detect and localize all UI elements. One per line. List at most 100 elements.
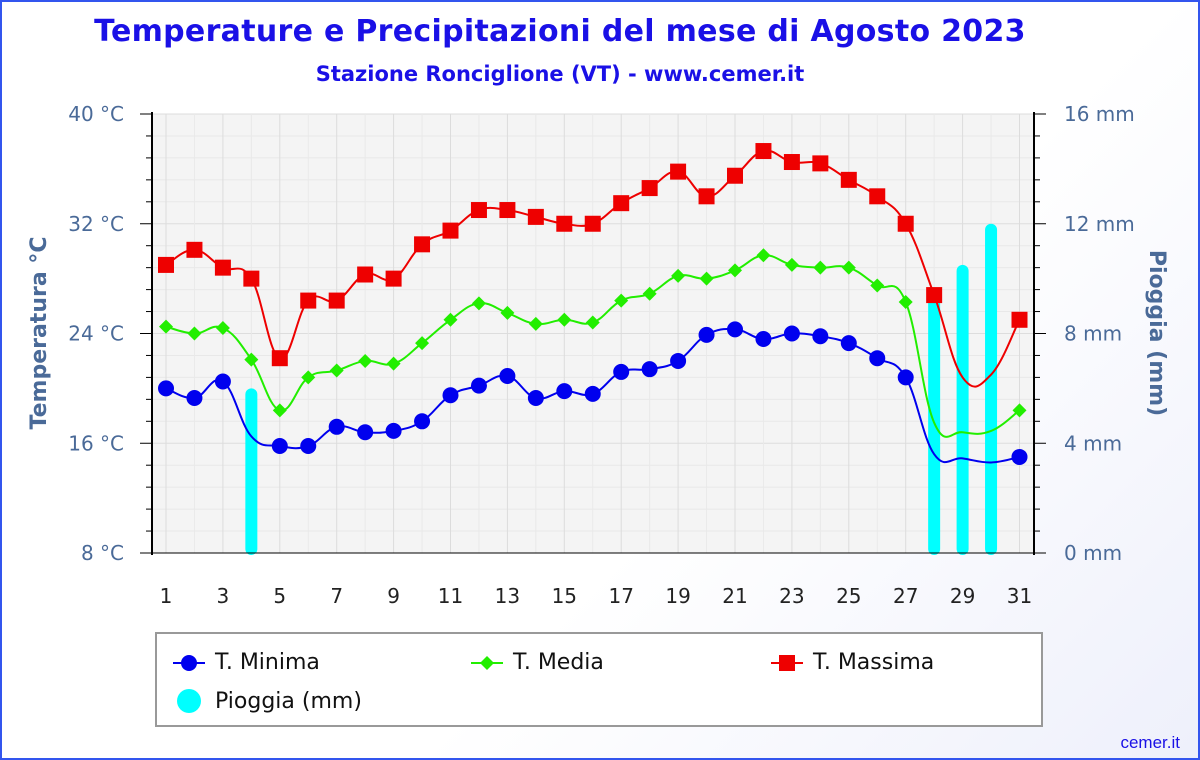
- tmin-point: [527, 389, 544, 406]
- y-tick-label: 16 °C: [68, 431, 124, 455]
- tmedia-point: [272, 403, 287, 418]
- tmin-point: [840, 335, 857, 352]
- tmedia-point: [443, 312, 458, 327]
- x-tick-label: 9: [387, 584, 400, 608]
- tmin-point: [300, 437, 317, 454]
- tmax-point: [414, 236, 431, 253]
- legend-rain-dot-icon: [177, 689, 201, 713]
- y2-tick-label: 12 mm: [1064, 212, 1135, 236]
- tmedia-point: [841, 260, 856, 275]
- tmax-point: [499, 202, 516, 219]
- tmedia-point: [870, 278, 885, 293]
- chart-title: Temperature e Precipitazioni del mese di…: [94, 14, 1026, 49]
- rain-bar: [985, 223, 998, 555]
- tmin-point: [584, 385, 601, 402]
- tmax-point: [328, 292, 345, 309]
- tmin-point: [556, 383, 573, 400]
- rain-bar: [245, 388, 258, 555]
- x-tick-label: 27: [893, 584, 918, 608]
- y-tick-label: 32 °C: [68, 212, 124, 236]
- x-tick-label: 1: [160, 584, 173, 608]
- legend-label-t-media: T. Media: [513, 650, 604, 675]
- y2-tick-label: 0 mm: [1064, 541, 1122, 565]
- tmedia-point: [784, 257, 799, 272]
- tmedia-point: [728, 263, 742, 278]
- tmin-point: [783, 325, 800, 342]
- tmax-point: [357, 266, 374, 283]
- chart-subtitle: Stazione Ronciglione (VT) - www.cemer.it: [315, 62, 805, 86]
- tmin-point: [641, 361, 658, 378]
- tmax-point: [727, 167, 743, 184]
- tmax-point: [812, 155, 829, 172]
- legend-label-t-massima: T. Massima: [813, 650, 935, 675]
- tmedia-point: [671, 268, 686, 283]
- tmin-point: [186, 389, 203, 406]
- y-tick-label: 40 °C: [68, 102, 124, 126]
- tmax-point: [698, 188, 715, 205]
- tmedia-point: [585, 315, 600, 330]
- tmin-point: [214, 373, 231, 390]
- tmin-point: [414, 413, 431, 430]
- legend-diamond-marker-icon: [471, 655, 503, 670]
- x-tick-label: 23: [779, 584, 804, 608]
- x-tick-label: 15: [552, 584, 577, 608]
- tmax-point: [783, 154, 800, 171]
- tmax-point: [527, 208, 544, 225]
- tmin-point: [499, 368, 516, 385]
- x-tick-label: 5: [273, 584, 286, 608]
- y-tick-label: 8 °C: [81, 541, 124, 565]
- tmedia-point: [329, 363, 344, 378]
- legend-item-t-massima: T. Massima: [769, 650, 934, 675]
- x-tick-label: 31: [1007, 584, 1032, 608]
- tmax-point: [613, 195, 630, 212]
- x-tick-label: 7: [330, 584, 343, 608]
- tmedia-point: [1012, 403, 1027, 418]
- tmedia-point: [500, 305, 515, 320]
- x-tick-label: 17: [608, 584, 633, 608]
- x-tick-label: 25: [836, 584, 861, 608]
- tmax-point: [158, 256, 174, 273]
- x-tick-label: 11: [438, 584, 463, 608]
- chart-canvas: 8 °C 16 °C 24 °C 32 °C 40 °C 0 mm 4 mm 8 mm 12 m…: [27, 102, 1169, 608]
- tmin-point: [897, 369, 914, 386]
- tmin-point: [442, 387, 459, 404]
- tmax-point: [214, 259, 231, 276]
- tmedia-point: [415, 336, 430, 351]
- chart-legend: T. Minima T. Media T. Massima Pioggia (m…: [155, 632, 1043, 727]
- y2-tick-label: 8 mm: [1064, 322, 1122, 346]
- tmedia-point: [471, 296, 486, 311]
- y2-axis-title: Pioggia (mm): [1144, 250, 1169, 416]
- tmedia-point: [898, 294, 913, 309]
- legend-item-t-media: T. Media: [469, 650, 604, 675]
- tmin-point: [698, 326, 715, 343]
- tmax-point: [300, 292, 317, 309]
- tmin-point: [271, 437, 288, 454]
- x-tick-label: 19: [665, 584, 690, 608]
- y-tick-label: 24 °C: [68, 322, 124, 346]
- tmin-point: [1011, 448, 1028, 465]
- tmax-point: [385, 270, 402, 287]
- tmax-point: [556, 215, 573, 232]
- tmin-point: [357, 424, 374, 441]
- tmax-point: [584, 215, 601, 232]
- x-tick-label: 29: [950, 584, 975, 608]
- rain-bar: [956, 264, 969, 555]
- tmax-point: [641, 180, 658, 197]
- legend-label-t-minima: T. Minima: [215, 650, 320, 675]
- tmin-point: [470, 377, 487, 394]
- tmedia-point: [699, 271, 714, 286]
- tmedia-point: [386, 356, 401, 371]
- legend-item-pioggia: Pioggia (mm): [171, 688, 362, 714]
- tmax-point: [840, 171, 857, 188]
- tmedia-point: [614, 293, 629, 308]
- tmax-point: [869, 188, 886, 205]
- tmedia-point: [358, 353, 373, 368]
- y2-tick-label: 4 mm: [1064, 431, 1122, 455]
- tmedia-point: [215, 321, 230, 336]
- legend-label-pioggia: Pioggia (mm): [215, 688, 362, 714]
- tmedia-point: [557, 312, 572, 327]
- tmin-point: [613, 363, 630, 380]
- tmax-point: [1011, 311, 1028, 328]
- legend-item-t-minima: T. Minima: [171, 650, 320, 675]
- tmedia-point: [642, 286, 657, 301]
